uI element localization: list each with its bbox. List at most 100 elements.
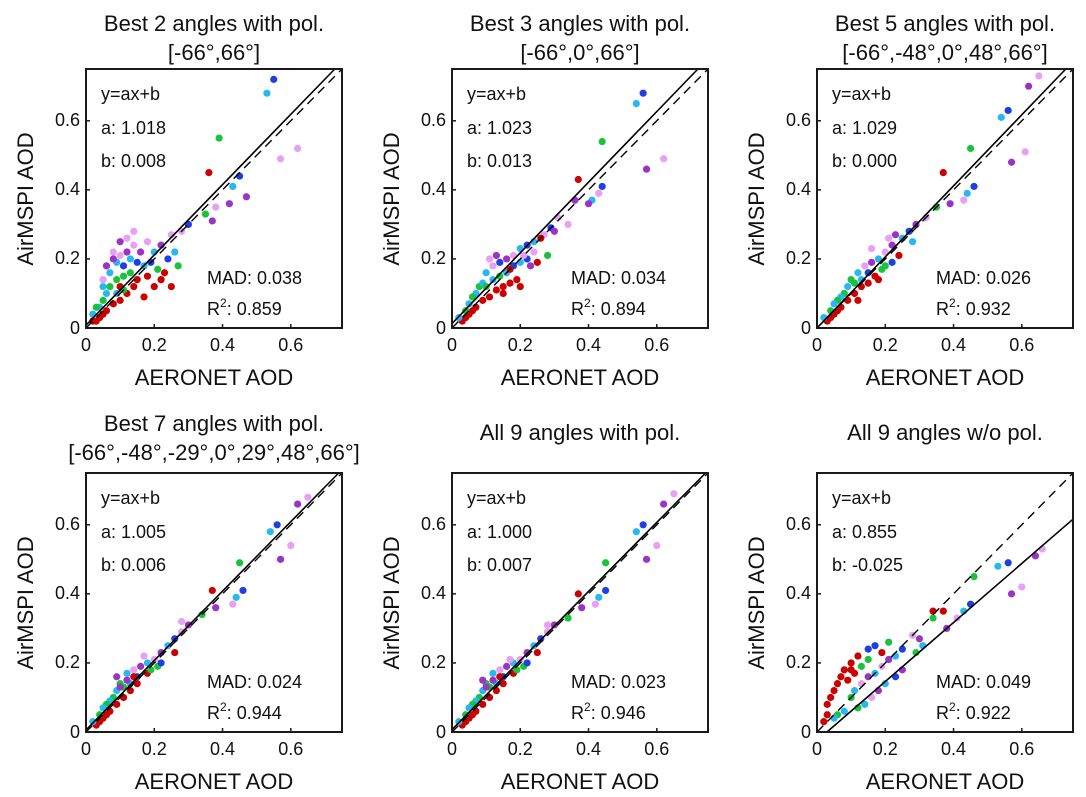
x-tick-label: 0 bbox=[81, 335, 91, 355]
y-axis-label: AirMSPI AOD bbox=[744, 132, 769, 265]
panel-title: Best 2 angles with pol. bbox=[104, 11, 324, 36]
data-point bbox=[830, 686, 838, 695]
data-point bbox=[970, 182, 978, 191]
intercept-label: b: 0.006 bbox=[101, 555, 166, 575]
axes-frame bbox=[85, 68, 343, 329]
data-point bbox=[140, 293, 148, 301]
data-point bbox=[670, 490, 678, 498]
data-point bbox=[864, 279, 872, 287]
data-point bbox=[891, 231, 900, 239]
y-tick-label: 0 bbox=[801, 318, 811, 338]
data-point bbox=[479, 676, 487, 684]
one-to-one-line bbox=[451, 472, 709, 733]
mad-label: MAD: 0.049 bbox=[936, 672, 1031, 692]
data-point bbox=[526, 262, 535, 270]
y-tick-label: 0 bbox=[70, 318, 80, 338]
data-point bbox=[232, 593, 240, 601]
data-point bbox=[130, 241, 138, 249]
data-point bbox=[229, 600, 237, 608]
data-point bbox=[874, 276, 883, 284]
data-point bbox=[143, 238, 152, 246]
data-point bbox=[513, 276, 521, 284]
data-point bbox=[465, 300, 473, 308]
data-point bbox=[595, 593, 603, 601]
data-point bbox=[133, 258, 141, 266]
data-point bbox=[174, 262, 182, 270]
data-point bbox=[639, 89, 647, 97]
panel-5: All 9 angles with pol. y=ax+b a: 1.000 b… bbox=[379, 420, 709, 794]
data-point bbox=[150, 282, 158, 291]
data-point bbox=[543, 621, 552, 629]
x-tick-label: 0.2 bbox=[873, 335, 898, 355]
data-point bbox=[212, 604, 220, 612]
data-point bbox=[236, 559, 244, 567]
data-point bbox=[215, 134, 223, 142]
data-point bbox=[827, 693, 835, 702]
data-point bbox=[591, 600, 599, 608]
x-tick-label: 0 bbox=[812, 335, 822, 355]
panel-subtitle: [-66°,0°,66°] bbox=[520, 40, 639, 65]
data-point bbox=[584, 200, 593, 208]
data-point bbox=[137, 662, 145, 670]
panel-1: Best 2 angles with pol. [-66°,66°] y=ax+… bbox=[13, 11, 343, 390]
data-point bbox=[632, 99, 640, 108]
data-point bbox=[850, 686, 859, 695]
data-point bbox=[294, 144, 302, 153]
data-point bbox=[939, 169, 947, 177]
x-tick-label: 0.6 bbox=[1009, 335, 1034, 355]
equation-label: y=ax+b bbox=[467, 488, 526, 508]
data-point bbox=[833, 680, 842, 688]
panel-title: Best 7 angles with pol. bbox=[104, 411, 324, 436]
data-point bbox=[970, 573, 978, 581]
x-axis-label: AERONET AOD bbox=[501, 365, 660, 390]
x-tick-label: 0.4 bbox=[576, 335, 601, 355]
y-tick-label: 0 bbox=[70, 722, 80, 742]
data-point bbox=[523, 659, 531, 667]
data-point bbox=[99, 282, 107, 291]
data-point bbox=[130, 666, 138, 674]
y-tick-label: 0.6 bbox=[786, 514, 811, 534]
data-point bbox=[177, 617, 186, 626]
y-tick-label: 0.6 bbox=[786, 110, 811, 130]
data-point bbox=[854, 652, 862, 660]
x-tick-label: 0.4 bbox=[941, 335, 966, 355]
data-point bbox=[1004, 559, 1012, 567]
axes-frame bbox=[85, 472, 343, 733]
data-point bbox=[167, 282, 175, 291]
data-point bbox=[492, 251, 500, 260]
x-tick-label: 0 bbox=[447, 335, 457, 355]
r2-label: R2: 0.932 bbox=[936, 296, 1011, 319]
data-point bbox=[208, 217, 216, 225]
r2-value: : 0.944 bbox=[227, 703, 282, 723]
data-point bbox=[106, 269, 114, 277]
data-point bbox=[229, 182, 237, 191]
panel-4: Best 7 angles with pol. [-66°,-48°,-29°,… bbox=[13, 411, 360, 794]
data-point bbox=[492, 286, 500, 294]
data-point bbox=[479, 296, 487, 304]
data-point bbox=[276, 155, 285, 163]
data-point bbox=[864, 645, 872, 653]
data-point bbox=[160, 269, 169, 277]
data-point bbox=[212, 203, 220, 211]
data-point bbox=[595, 189, 603, 197]
data-point bbox=[861, 262, 869, 270]
data-point bbox=[881, 680, 889, 688]
plot-area bbox=[451, 68, 709, 329]
data-point bbox=[123, 248, 131, 256]
data-point bbox=[171, 248, 179, 256]
data-point bbox=[881, 248, 889, 256]
data-point bbox=[116, 296, 124, 304]
one-to-one-line bbox=[816, 472, 1074, 733]
data-point bbox=[602, 586, 610, 595]
x-tick-label: 0.4 bbox=[576, 739, 601, 759]
data-point bbox=[171, 648, 179, 657]
data-point bbox=[578, 604, 586, 612]
data-point bbox=[854, 296, 862, 304]
data-point bbox=[632, 528, 640, 536]
data-point bbox=[119, 262, 128, 270]
plot-area bbox=[451, 472, 709, 733]
data-point bbox=[871, 642, 879, 650]
data-point bbox=[602, 559, 610, 567]
data-point bbox=[116, 251, 124, 260]
data-point bbox=[571, 196, 579, 204]
